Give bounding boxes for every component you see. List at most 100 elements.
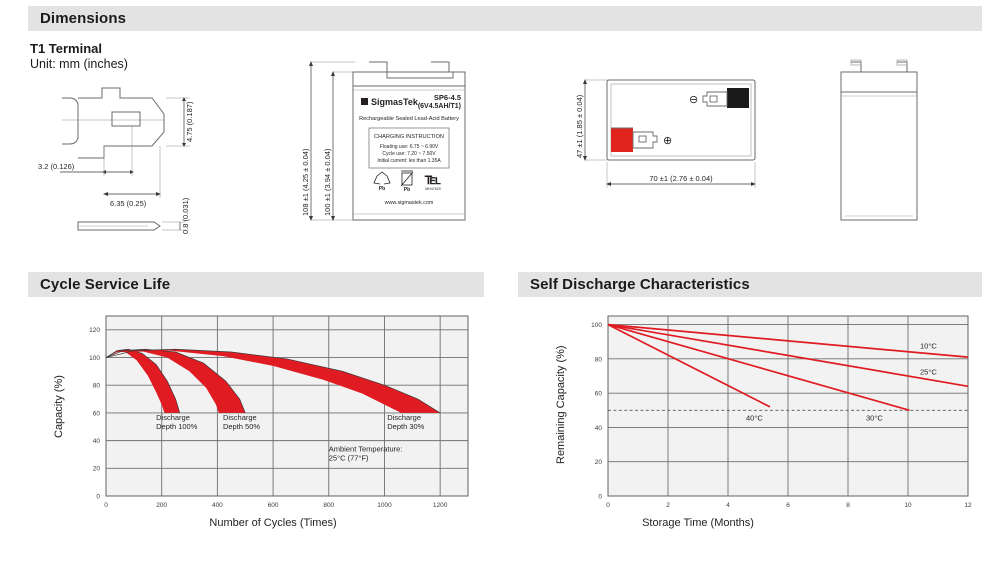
svg-text:Discharge: Discharge — [387, 413, 421, 422]
battery-side-view — [825, 50, 945, 240]
charging-line-2: Cycle use: 7.20 ~ 7.50V — [382, 151, 436, 157]
dim-terminal-width: 6.35 (0.25) — [110, 199, 147, 208]
svg-text:1200: 1200 — [433, 502, 448, 509]
side-terminal-left — [851, 61, 862, 72]
svg-text:0: 0 — [606, 502, 610, 509]
svg-text:Storage Time (Months): Storage Time (Months) — [642, 517, 754, 529]
svg-text:40: 40 — [595, 425, 603, 432]
negative-terminal-tab — [702, 91, 728, 107]
battery-lid-top — [353, 71, 465, 79]
ul-mark-icon: ℡ — [424, 172, 441, 188]
dim-front-body-height: 100 ±1 (3.94 ± 0.04) — [323, 148, 332, 216]
terminal-hole — [111, 111, 141, 127]
battery-label: SigmasTek SP6-4.5 (6V4.5AH/T1) Rechargea… — [359, 93, 461, 206]
svg-text:0: 0 — [104, 502, 108, 509]
dim-terminal-thickness: 0.8 (0.031) — [181, 197, 190, 234]
svg-text:Number of Cycles (Times): Number of Cycles (Times) — [209, 517, 336, 529]
side-view-outline — [840, 71, 918, 221]
chart-cycle-service-life: 0 20 40 60 80 100 120 0 200 400 600 800 1000 1200 Disc… — [28, 304, 484, 544]
svg-text:Depth 100%: Depth 100% — [156, 422, 198, 431]
terminal-title: T1 Terminal — [30, 41, 103, 56]
svg-text:4: 4 — [726, 502, 730, 509]
svg-text:Capacity (%): Capacity (%) — [53, 375, 65, 438]
svg-text:80: 80 — [595, 356, 603, 363]
svg-text:0: 0 — [96, 493, 100, 500]
charging-line-1: Floating use: 6.75 ~ 6.90V — [380, 144, 439, 150]
battery-top-view: 47 ±1 (1.85 ± 0.04) ⊖ ⊕ 70 ±1 (2.76 ± 0.… — [555, 50, 795, 210]
section-header-dimensions: Dimensions — [28, 6, 982, 31]
svg-text:8: 8 — [846, 502, 850, 509]
svg-text:℡: ℡ — [424, 172, 441, 188]
section-title-cycle-service-life: Cycle Service Life — [40, 276, 171, 293]
svg-text:400: 400 — [212, 502, 223, 509]
svg-text:12: 12 — [964, 502, 972, 509]
recycle-pb-icon — [373, 171, 391, 185]
top-view-inner — [610, 83, 752, 157]
svg-text:60: 60 — [93, 410, 101, 417]
svg-text:40: 40 — [93, 438, 101, 445]
svg-text:Ambient Temperature:: Ambient Temperature: — [329, 445, 403, 454]
side-terminal-right — [897, 61, 908, 72]
charging-instruction-box — [368, 127, 450, 169]
battery-front-view: 108 ±1 (4.25 ± 0.04) 100 ±1 (3.94 ± 0.04… — [295, 50, 510, 240]
svg-text:20: 20 — [93, 466, 101, 473]
terminal-tab-left — [369, 61, 388, 72]
terminal-unit-note: Unit: mm (inches) — [30, 57, 128, 71]
svg-text:10: 10 — [904, 502, 912, 509]
svg-text:Depth 50%: Depth 50% — [223, 422, 260, 431]
svg-text:Discharge: Discharge — [223, 413, 257, 422]
terminal-tab-right — [431, 61, 450, 72]
positive-terminal: ⊕ — [611, 127, 672, 152]
svg-text:80: 80 — [93, 383, 101, 390]
svg-text:Remaining Capacity (%): Remaining Capacity (%) — [555, 345, 567, 464]
terminal-side-plate — [77, 221, 161, 231]
label-brand: SigmasTek — [371, 97, 419, 107]
t1-terminal-drawing: 4.75 (0.187) 3.2 (0.126) 6.35 (0.25) 0.8… — [20, 80, 270, 250]
terminal-left-curve — [62, 97, 79, 145]
svg-text:20: 20 — [595, 459, 603, 466]
svg-text:Depth 30%: Depth 30% — [387, 422, 424, 431]
svg-text:30°C: 30°C — [866, 414, 883, 423]
dim-front-total-height: 108 ±1 (4.25 ± 0.04) — [301, 148, 310, 216]
svg-text:40°C: 40°C — [746, 414, 763, 423]
label-type: Rechargeable Sealed Lead-Acid Battery — [359, 116, 459, 122]
battery-outline — [352, 71, 466, 221]
svg-text:60: 60 — [595, 391, 603, 398]
svg-text:200: 200 — [156, 502, 167, 509]
dim-terminal-height: 4.75 (0.187) — [185, 101, 194, 142]
svg-text:1000: 1000 — [377, 502, 392, 509]
terminal-body-outline — [78, 87, 165, 159]
section-header-cycle-service-life: Cycle Service Life — [28, 272, 484, 297]
svg-text:600: 600 — [268, 502, 279, 509]
ul-file-number: MH47629 — [425, 187, 441, 191]
svg-text:25°C (77°F): 25°C (77°F) — [329, 454, 369, 463]
brand-mark-icon — [361, 98, 368, 105]
section-title-self-discharge: Self Discharge Characteristics — [530, 276, 750, 293]
section-header-self-discharge: Self Discharge Characteristics — [518, 272, 982, 297]
no-bin-pb-text: Pb — [404, 187, 410, 193]
svg-text:0: 0 — [598, 493, 602, 500]
positive-terminal-tab — [632, 131, 658, 149]
svg-text:100: 100 — [89, 355, 100, 362]
section-title-dimensions: Dimensions — [40, 10, 127, 27]
positive-terminal-block — [611, 128, 633, 152]
top-view-outline — [606, 79, 756, 161]
svg-text:100: 100 — [591, 322, 602, 329]
negative-terminal-block — [727, 88, 749, 108]
svg-text:120: 120 — [89, 327, 100, 334]
negative-symbol: ⊖ — [689, 94, 698, 106]
charging-line-3: Initial current: les than 1.35A — [377, 158, 441, 164]
dim-top-depth: 47 ±1 (1.85 ± 0.04) — [575, 94, 584, 158]
dim-terminal-offset: 3.2 (0.126) — [38, 162, 75, 171]
svg-text:25°C: 25°C — [920, 367, 937, 376]
positive-symbol: ⊕ — [663, 135, 672, 147]
chart-self-discharge: 0 20 40 60 80 100 0 2 4 6 8 10 12 10°C 25°C 30°C 40°C Sto… — [518, 304, 982, 544]
svg-text:6: 6 — [786, 502, 790, 509]
svg-text:10°C: 10°C — [920, 342, 937, 351]
svg-text:Discharge: Discharge — [156, 413, 190, 422]
no-bin-pb-icon — [400, 170, 414, 187]
negative-terminal: ⊖ — [689, 88, 749, 108]
label-spec: (6V4.5AH/T1) — [418, 103, 461, 110]
dim-top-width: 70 ±1 (2.76 ± 0.04) — [649, 174, 713, 183]
recycle-pb-text: Pb — [379, 186, 385, 192]
